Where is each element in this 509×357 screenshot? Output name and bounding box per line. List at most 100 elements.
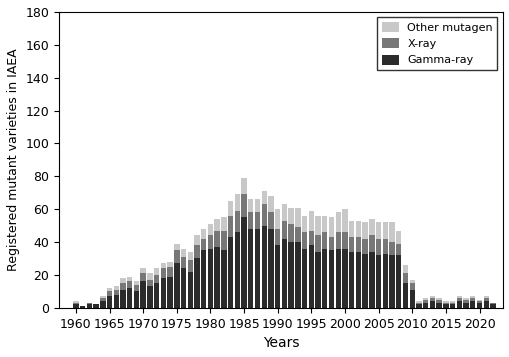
- Bar: [234, 194, 240, 211]
- Bar: [114, 295, 119, 308]
- X-axis label: Years: Years: [262, 336, 299, 350]
- Bar: [362, 239, 367, 253]
- Bar: [268, 229, 273, 308]
- Bar: [409, 283, 414, 290]
- Bar: [375, 239, 381, 255]
- Bar: [422, 300, 428, 303]
- Bar: [248, 199, 253, 212]
- Bar: [187, 252, 192, 260]
- Bar: [268, 196, 273, 212]
- Bar: [422, 298, 428, 300]
- Bar: [348, 221, 354, 237]
- Bar: [201, 239, 206, 250]
- Bar: [335, 212, 341, 232]
- Bar: [375, 222, 381, 239]
- Bar: [362, 253, 367, 308]
- Bar: [328, 237, 333, 250]
- Bar: [201, 250, 206, 308]
- Bar: [221, 231, 226, 250]
- Bar: [87, 303, 92, 305]
- Bar: [342, 248, 347, 308]
- Bar: [154, 275, 159, 283]
- Bar: [261, 191, 266, 204]
- Bar: [409, 290, 414, 308]
- Bar: [248, 212, 253, 229]
- Bar: [194, 258, 200, 308]
- Bar: [369, 252, 374, 308]
- Bar: [167, 262, 173, 267]
- Bar: [369, 236, 374, 252]
- Bar: [355, 221, 360, 237]
- Bar: [295, 207, 300, 227]
- Bar: [133, 281, 139, 285]
- Bar: [322, 248, 327, 308]
- Bar: [274, 209, 280, 229]
- Bar: [442, 303, 448, 305]
- Bar: [147, 273, 152, 280]
- Bar: [348, 252, 354, 308]
- Bar: [140, 268, 146, 273]
- Bar: [348, 237, 354, 252]
- Bar: [301, 248, 307, 308]
- Bar: [469, 301, 474, 308]
- Bar: [181, 248, 186, 257]
- Bar: [73, 305, 78, 308]
- Bar: [281, 204, 287, 221]
- Bar: [261, 204, 266, 226]
- Bar: [154, 268, 159, 275]
- Bar: [234, 211, 240, 232]
- Bar: [214, 247, 219, 308]
- Bar: [228, 237, 233, 308]
- Bar: [268, 212, 273, 229]
- Bar: [100, 301, 105, 308]
- Bar: [436, 298, 441, 300]
- Bar: [107, 296, 112, 308]
- Bar: [288, 242, 293, 308]
- Bar: [214, 219, 219, 231]
- Bar: [402, 283, 407, 308]
- Bar: [80, 306, 85, 308]
- Bar: [429, 301, 434, 308]
- Bar: [127, 277, 132, 281]
- Bar: [449, 305, 455, 308]
- Bar: [207, 236, 213, 248]
- Bar: [107, 291, 112, 296]
- Bar: [187, 260, 192, 272]
- Bar: [436, 303, 441, 308]
- Bar: [322, 232, 327, 248]
- Y-axis label: Registered mutant varieties in IAEA: Registered mutant varieties in IAEA: [7, 49, 20, 271]
- Bar: [100, 298, 105, 301]
- Bar: [355, 252, 360, 308]
- Bar: [174, 250, 179, 263]
- Bar: [415, 303, 421, 305]
- Bar: [429, 296, 434, 298]
- Bar: [429, 298, 434, 301]
- Bar: [254, 199, 260, 212]
- Bar: [483, 296, 488, 298]
- Bar: [483, 301, 488, 308]
- Bar: [476, 301, 481, 303]
- Bar: [295, 242, 300, 308]
- Bar: [254, 229, 260, 308]
- Bar: [463, 303, 468, 308]
- Bar: [120, 283, 125, 290]
- Bar: [335, 248, 341, 308]
- Bar: [281, 221, 287, 239]
- Bar: [154, 283, 159, 308]
- Bar: [241, 194, 246, 217]
- Bar: [442, 305, 448, 308]
- Bar: [127, 288, 132, 308]
- Bar: [388, 242, 394, 255]
- Bar: [402, 273, 407, 283]
- Bar: [140, 281, 146, 308]
- Bar: [174, 263, 179, 308]
- Bar: [295, 227, 300, 242]
- Bar: [362, 222, 367, 239]
- Bar: [120, 278, 125, 283]
- Bar: [315, 252, 320, 308]
- Bar: [228, 216, 233, 237]
- Bar: [201, 229, 206, 239]
- Bar: [241, 178, 246, 194]
- Bar: [100, 296, 105, 298]
- Bar: [436, 300, 441, 303]
